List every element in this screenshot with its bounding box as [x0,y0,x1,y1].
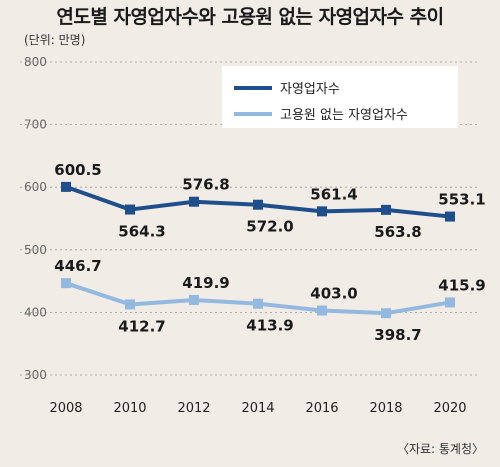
unit-label: (단위: 만명) [24,33,86,47]
x-tick-label: 2008 [49,401,82,416]
data-point [125,299,135,310]
legend-item-series-1: 자영업자수 [234,78,340,97]
data-point [61,181,71,192]
data-label: 446.7 [54,257,101,275]
data-point [189,196,199,207]
legend: 자영업자수 고용원 없는 자영업자수 [222,66,458,128]
data-label: 413.9 [246,317,293,335]
x-tick-label: 2012 [177,401,210,416]
chart-title: 연도별 자영업자수와 고용원 없는 자영업자수 추이 [56,6,444,28]
data-point [61,278,71,289]
y-tick-label: 800 [24,55,47,69]
data-point [253,298,263,309]
y-tick-label: 500 [24,243,47,257]
data-point [125,204,135,215]
data-point [253,199,263,210]
legend-label-series-1: 자영업자수 [280,82,340,97]
data-label: 561.4 [310,185,357,203]
data-point [189,294,199,305]
y-tick-label: 300 [24,368,47,382]
data-label: 572.0 [246,218,293,236]
y-tick-label: 700 [24,118,47,132]
data-label: 563.8 [374,223,421,241]
y-tick-label: 400 [24,305,47,319]
data-label: 553.1 [438,191,485,209]
data-label: 403.0 [310,285,357,303]
x-tick-label: 2010 [113,401,146,416]
data-label: 564.3 [118,223,165,241]
x-tick-label: 2018 [369,401,402,416]
x-tick-label: 2014 [241,401,274,416]
data-label: 419.9 [182,274,229,292]
data-label: 412.7 [118,317,165,335]
source-note: 〈자료: 통계청〉 [396,442,484,456]
data-point [317,305,327,316]
data-label: 600.5 [54,161,101,179]
data-point [381,204,391,215]
data-label: 576.8 [182,176,229,194]
series-line-2 [65,281,451,316]
data-point [445,211,455,222]
data-point [381,308,391,319]
data-label: 398.7 [374,326,421,344]
x-tick-label: 2020 [433,401,466,416]
legend-swatch-series-1 [234,85,272,90]
x-tick-label: 2016 [305,401,338,416]
legend-label-series-2: 고용원 없는 자영업자수 [280,108,408,123]
data-point [317,206,327,217]
data-label: 415.9 [438,276,485,294]
legend-item-series-2: 고용원 없는 자영업자수 [234,104,408,123]
legend-swatch-series-2 [234,111,272,116]
data-point [445,297,455,308]
y-tick-label: 600 [24,180,47,194]
